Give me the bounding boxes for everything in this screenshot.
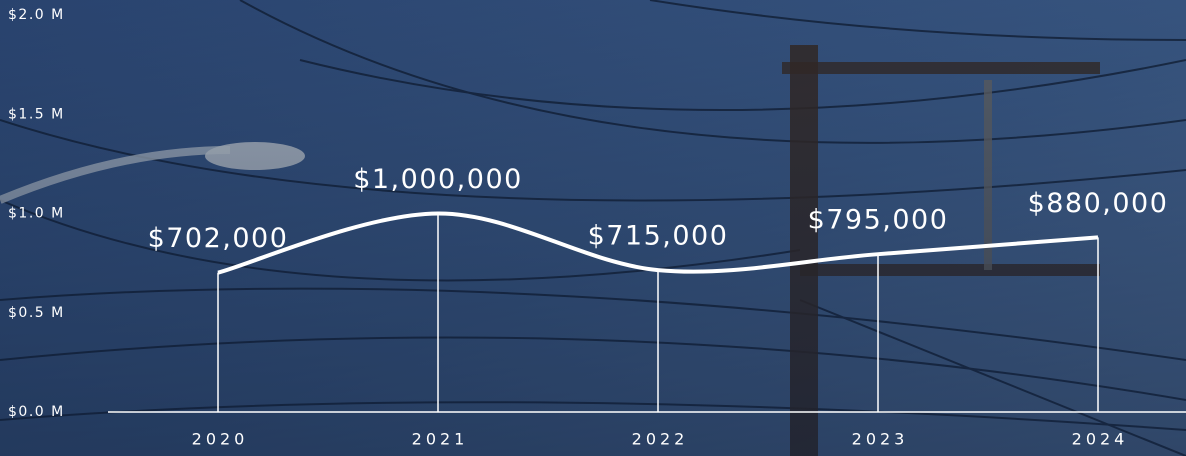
data-label: $1,000,000 xyxy=(353,164,523,195)
data-label: $795,000 xyxy=(808,205,949,236)
x-tick-label: 2022 xyxy=(632,430,689,449)
x-tick-label: 2023 xyxy=(852,430,909,449)
data-label: $715,000 xyxy=(588,221,729,252)
y-tick-label: $1.0 M xyxy=(8,206,65,222)
y-tick-label: $0.5 M xyxy=(8,305,65,321)
x-tick-label: 2020 xyxy=(192,430,249,449)
line xyxy=(217,211,1099,275)
y-tick-label: $0.0 M xyxy=(8,404,65,420)
data-label: $702,000 xyxy=(148,223,289,254)
x-tick-label: 2024 xyxy=(1072,430,1129,449)
y-tick-label: $1.5 M xyxy=(8,106,65,122)
data-label: $880,000 xyxy=(1028,188,1169,219)
y-tick-label: $2.0 M xyxy=(8,7,65,23)
x-tick-label: 2021 xyxy=(412,430,469,449)
